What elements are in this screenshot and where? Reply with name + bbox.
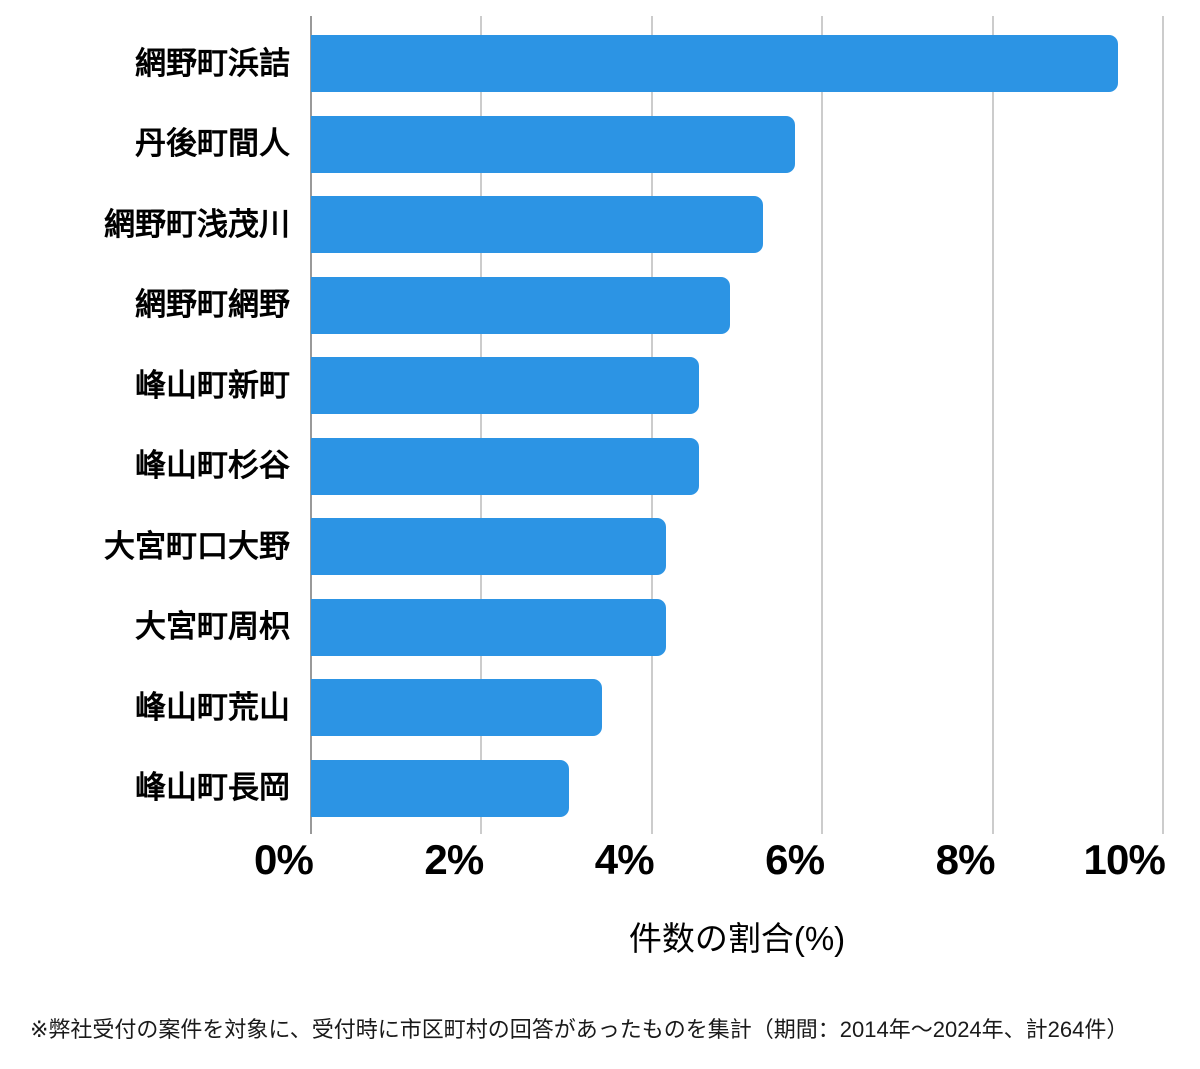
x-tick-label: 4%: [594, 836, 655, 883]
bar: [311, 518, 667, 575]
bar: [311, 437, 699, 495]
category-label: 網野町浅茂川: [104, 206, 290, 242]
x-tick-label: 0%: [253, 836, 314, 883]
category-label: 大宮町口大野: [104, 528, 290, 564]
gridline: [1162, 16, 1164, 834]
bar: [311, 115, 795, 173]
x-tick-label: 6%: [765, 836, 825, 883]
x-tick-label: 8%: [935, 836, 996, 883]
category-label: 網野町網野: [135, 287, 290, 322]
category-label: 峰山町荒山: [135, 689, 290, 725]
bar: [311, 196, 763, 253]
y-axis-line: [310, 16, 312, 834]
bar: [311, 598, 667, 656]
gridline: [650, 16, 653, 834]
bar: [311, 357, 699, 414]
category-label: 峰山町長岡: [135, 770, 290, 805]
gridline: [821, 16, 824, 834]
category-label: 峰山町新町: [135, 367, 290, 403]
category-label: 網野町浜詰: [135, 45, 290, 81]
bar: [311, 276, 731, 334]
bar: [311, 35, 1118, 92]
footnote: ※弊社受付の案件を対象に、受付時に市区町村の回答があったものを集計（期間：201…: [30, 1017, 1129, 1042]
bar: [311, 759, 570, 817]
x-tick-label: 2%: [424, 836, 484, 883]
gridline: [480, 16, 483, 834]
x-axis-title: 件数の割合(%): [628, 920, 846, 957]
gridline: [991, 16, 994, 834]
bar: [311, 679, 602, 736]
category-label: 大宮町周枳: [135, 609, 290, 644]
plot-area: [310, 16, 1164, 834]
x-tick-label: 10%: [1083, 836, 1165, 883]
category-label: 丹後町間人: [135, 126, 290, 161]
category-label: 峰山町杉谷: [135, 448, 290, 483]
